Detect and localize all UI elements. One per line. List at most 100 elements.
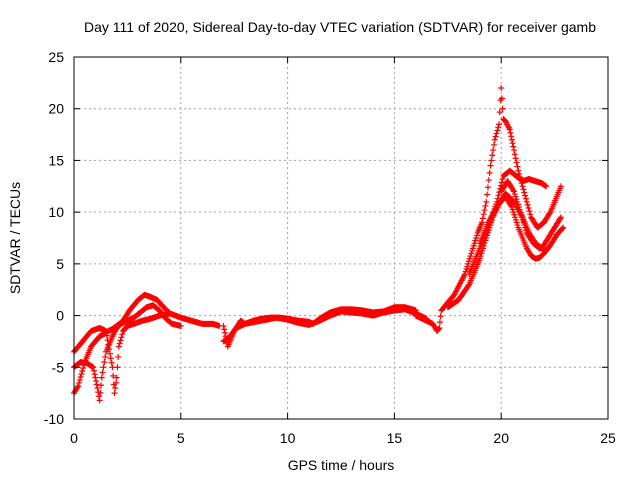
x-tick-label: 5 bbox=[177, 430, 185, 446]
data-point-interp bbox=[484, 184, 491, 191]
data-point-interp bbox=[436, 319, 443, 326]
data-point-interp bbox=[495, 192, 502, 199]
data-point bbox=[558, 214, 565, 221]
data-point-interp bbox=[104, 337, 111, 344]
data-point bbox=[540, 245, 547, 252]
y-tick-label: 0 bbox=[56, 308, 64, 324]
data-point-interp bbox=[465, 282, 472, 289]
data-point-interp bbox=[496, 109, 503, 116]
data-point-interp bbox=[486, 169, 493, 176]
data-point-interp bbox=[527, 211, 534, 218]
data-point-interp bbox=[117, 337, 124, 344]
data-point bbox=[496, 121, 503, 128]
data-point-interp bbox=[522, 192, 529, 199]
data-point-interp bbox=[499, 176, 506, 183]
data-point bbox=[511, 147, 518, 154]
data-point-interp bbox=[435, 326, 442, 333]
data-point bbox=[103, 328, 110, 335]
data-point-interp bbox=[102, 353, 109, 360]
data-point-interp bbox=[489, 152, 496, 159]
data-point-interp bbox=[508, 136, 515, 143]
data-point-interp bbox=[521, 189, 528, 196]
y-tick-label: 25 bbox=[48, 49, 64, 65]
data-point-interp bbox=[76, 379, 83, 386]
y-tick-label: -10 bbox=[44, 411, 64, 427]
data-point-interp bbox=[108, 359, 115, 366]
data-point-interp bbox=[520, 186, 527, 193]
data-point bbox=[487, 162, 494, 169]
data-point-interp bbox=[488, 157, 495, 164]
data-point-interp bbox=[485, 177, 492, 184]
x-tick-label: 25 bbox=[600, 430, 616, 446]
data-point-interp bbox=[223, 336, 230, 343]
data-point-interp bbox=[110, 372, 117, 379]
data-point bbox=[558, 183, 565, 190]
x-axis-label: GPS time / hours bbox=[288, 457, 395, 473]
data-point-interp bbox=[100, 364, 107, 371]
data-point bbox=[96, 397, 103, 404]
data-point-interp bbox=[481, 207, 488, 214]
data-point-interp bbox=[115, 353, 122, 360]
data-point-interp bbox=[107, 355, 114, 362]
data-point-interp bbox=[105, 341, 112, 348]
data-point-interp bbox=[512, 155, 519, 162]
data-point-interp bbox=[510, 187, 517, 194]
data-point-interp bbox=[103, 332, 110, 339]
data-point-interp bbox=[509, 140, 516, 147]
data-point-interp bbox=[493, 130, 500, 137]
data-point-interp bbox=[99, 369, 106, 376]
data-point bbox=[436, 324, 443, 331]
data-point-interp bbox=[522, 195, 529, 202]
data-point-interp bbox=[106, 346, 113, 353]
data-point-interp bbox=[498, 95, 505, 102]
data-point-interp bbox=[510, 143, 517, 150]
data-point-interp bbox=[511, 151, 518, 158]
data-point bbox=[111, 390, 118, 397]
data-point-interp bbox=[499, 105, 506, 112]
data-point-interp bbox=[508, 202, 515, 209]
data-point-interp bbox=[98, 382, 105, 389]
data-point bbox=[491, 136, 498, 143]
data-point-interp bbox=[80, 365, 87, 372]
data-point-interp bbox=[525, 205, 532, 212]
data-point-interp bbox=[479, 215, 486, 222]
data-point-interp bbox=[559, 225, 566, 232]
data-point-interp bbox=[116, 340, 123, 347]
data-point bbox=[498, 85, 505, 92]
data-point-interp bbox=[93, 378, 100, 385]
series-10 bbox=[498, 178, 547, 252]
data-layer bbox=[71, 85, 567, 404]
data-point bbox=[519, 183, 526, 190]
data-point-interp bbox=[97, 389, 104, 396]
data-point bbox=[560, 224, 567, 231]
x-tick-label: 20 bbox=[493, 430, 509, 446]
data-point-interp bbox=[492, 133, 499, 140]
data-point-interp bbox=[490, 141, 497, 148]
data-point-interp bbox=[507, 129, 514, 136]
chart-title: Day 111 of 2020, Sidereal Day-to-day VTE… bbox=[84, 19, 596, 35]
data-point-interp bbox=[78, 371, 85, 378]
data-point bbox=[113, 374, 120, 381]
data-point-interp bbox=[90, 367, 97, 374]
y-tick-label: 5 bbox=[56, 256, 64, 272]
x-tick-label: 10 bbox=[280, 430, 296, 446]
data-point-interp bbox=[77, 373, 84, 380]
data-point-interp bbox=[484, 191, 491, 198]
data-point bbox=[523, 198, 530, 205]
data-point-interp bbox=[113, 379, 120, 386]
data-point-interp bbox=[524, 201, 531, 208]
y-tick-label: 20 bbox=[48, 101, 64, 117]
grid-layer bbox=[74, 57, 608, 419]
data-point-interp bbox=[480, 211, 487, 218]
data-point bbox=[90, 364, 97, 371]
data-point-interp bbox=[107, 350, 114, 357]
data-point-interp bbox=[498, 179, 505, 186]
data-point-interp bbox=[546, 210, 553, 217]
data-point bbox=[115, 343, 122, 350]
data-point bbox=[515, 167, 522, 174]
data-point-interp bbox=[495, 124, 502, 131]
y-tick-label: 10 bbox=[48, 204, 64, 220]
data-point-interp bbox=[79, 368, 86, 375]
data-point bbox=[220, 322, 227, 329]
